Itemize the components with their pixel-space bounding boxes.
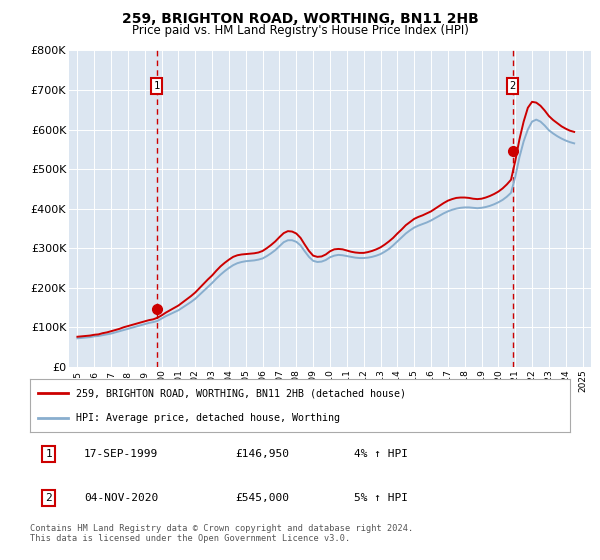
Text: £146,950: £146,950 xyxy=(235,449,289,459)
Text: 17-SEP-1999: 17-SEP-1999 xyxy=(84,449,158,459)
Text: 259, BRIGHTON ROAD, WORTHING, BN11 2HB (detached house): 259, BRIGHTON ROAD, WORTHING, BN11 2HB (… xyxy=(76,389,406,399)
Text: £545,000: £545,000 xyxy=(235,493,289,503)
Text: 1: 1 xyxy=(154,81,160,91)
Text: 2: 2 xyxy=(509,81,515,91)
Text: 2: 2 xyxy=(46,493,52,503)
Text: Contains HM Land Registry data © Crown copyright and database right 2024.
This d: Contains HM Land Registry data © Crown c… xyxy=(30,524,413,543)
Text: 259, BRIGHTON ROAD, WORTHING, BN11 2HB: 259, BRIGHTON ROAD, WORTHING, BN11 2HB xyxy=(122,12,478,26)
Text: 4% ↑ HPI: 4% ↑ HPI xyxy=(354,449,408,459)
Text: Price paid vs. HM Land Registry's House Price Index (HPI): Price paid vs. HM Land Registry's House … xyxy=(131,24,469,37)
Text: HPI: Average price, detached house, Worthing: HPI: Average price, detached house, Wort… xyxy=(76,413,340,423)
Text: 1: 1 xyxy=(46,449,52,459)
Text: 5% ↑ HPI: 5% ↑ HPI xyxy=(354,493,408,503)
Text: 04-NOV-2020: 04-NOV-2020 xyxy=(84,493,158,503)
